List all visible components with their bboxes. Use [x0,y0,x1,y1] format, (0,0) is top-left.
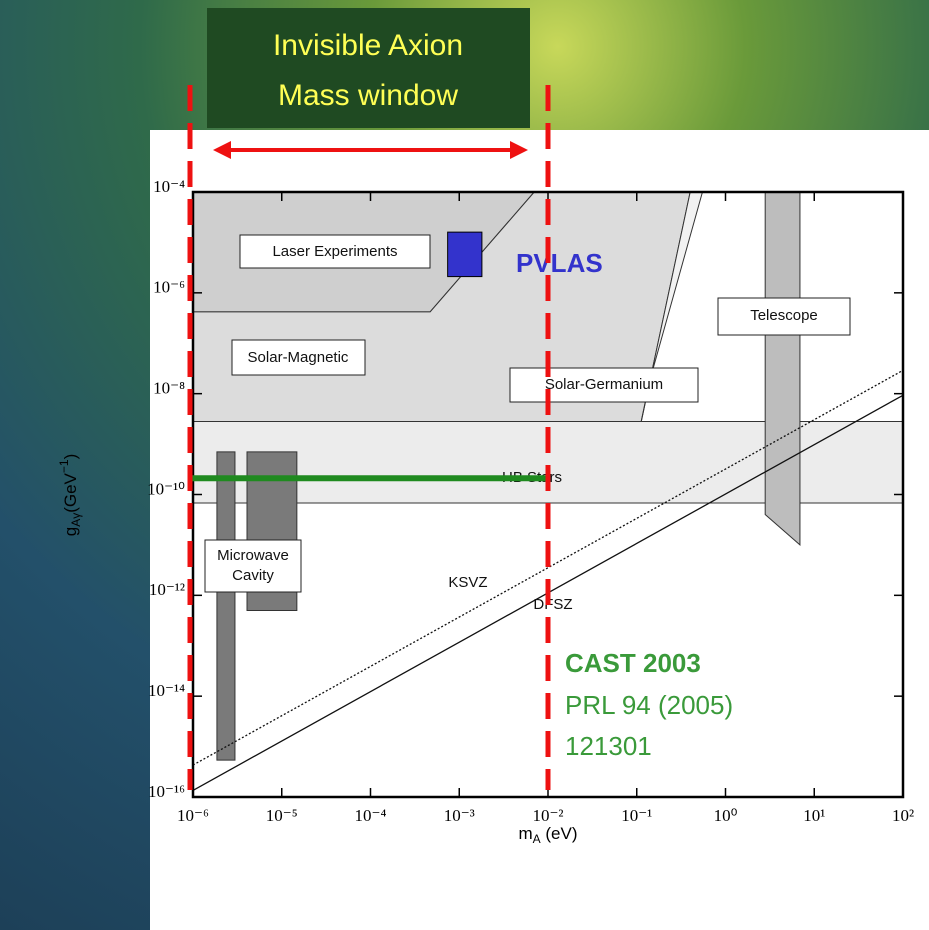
y-tick-label: 10⁻¹⁰ [147,479,185,498]
chart: Invisible Axion Mass window 10⁻⁶ 10⁻⁵ 10⁻⁴… [0,0,929,930]
region [217,452,235,760]
y-label-part: Aγ [69,513,83,527]
x-label-part: m [518,824,532,843]
y-label-part: g [61,527,80,536]
title: Mass window [278,79,458,112]
y-label-part: −1 [57,459,71,473]
region [765,192,800,545]
y-label-part: (GeV [61,472,80,512]
page: {"chart_data": {"type": "region", "title… [0,0,929,930]
x-tick-label: 10⁻⁵ [266,806,298,825]
x-tick-label: 10¹ [803,806,825,825]
region-label: Telescope [750,307,818,324]
region-label: Solar-Germanium [545,376,663,393]
y-label-part: ) [61,454,80,460]
x-tick-label: 10⁰ [714,806,738,825]
y-axis-label: gAγ(GeV−1) [57,454,83,537]
x-tick-label: 10⁻⁴ [355,806,387,825]
cast-title: CAST 2003 [565,648,701,678]
cast-ref: PRL 94 (2005) [565,690,733,720]
line-label: KSVZ [448,574,487,591]
y-tick-label: 10⁻⁴ [153,177,185,196]
region-label: Cavity [232,567,274,584]
x-axis-label: mA (eV) [518,824,577,846]
y-tick-label: 10⁻⁶ [153,278,185,297]
cast-ref: 121301 [565,731,652,761]
line-label: DFSZ [533,596,572,613]
title: Invisible Axion [273,29,463,62]
x-label-part: (eV) [541,824,578,843]
x-tick-label: 10⁻³ [444,806,475,825]
region-label: Microwave [217,547,289,564]
x-tick-label: 10⁻⁶ [177,806,209,825]
pvlas-box [448,232,482,276]
region-label: Solar-Magnetic [248,349,349,366]
pvlas-label: PVLAS [516,248,603,278]
x-tick-label: 10⁻¹ [621,806,652,825]
x-label-part: A [533,832,541,846]
region-label: Laser Experiments [272,243,397,260]
y-tick-label: 10⁻⁸ [153,379,185,398]
x-tick-label: 10⁻² [532,806,563,825]
y-tick-label: 10⁻¹² [149,580,185,599]
y-tick-label: 10⁻¹⁴ [148,681,185,700]
x-tick-label: 10² [892,806,914,825]
y-tick-label: 10⁻¹⁶ [148,782,185,801]
